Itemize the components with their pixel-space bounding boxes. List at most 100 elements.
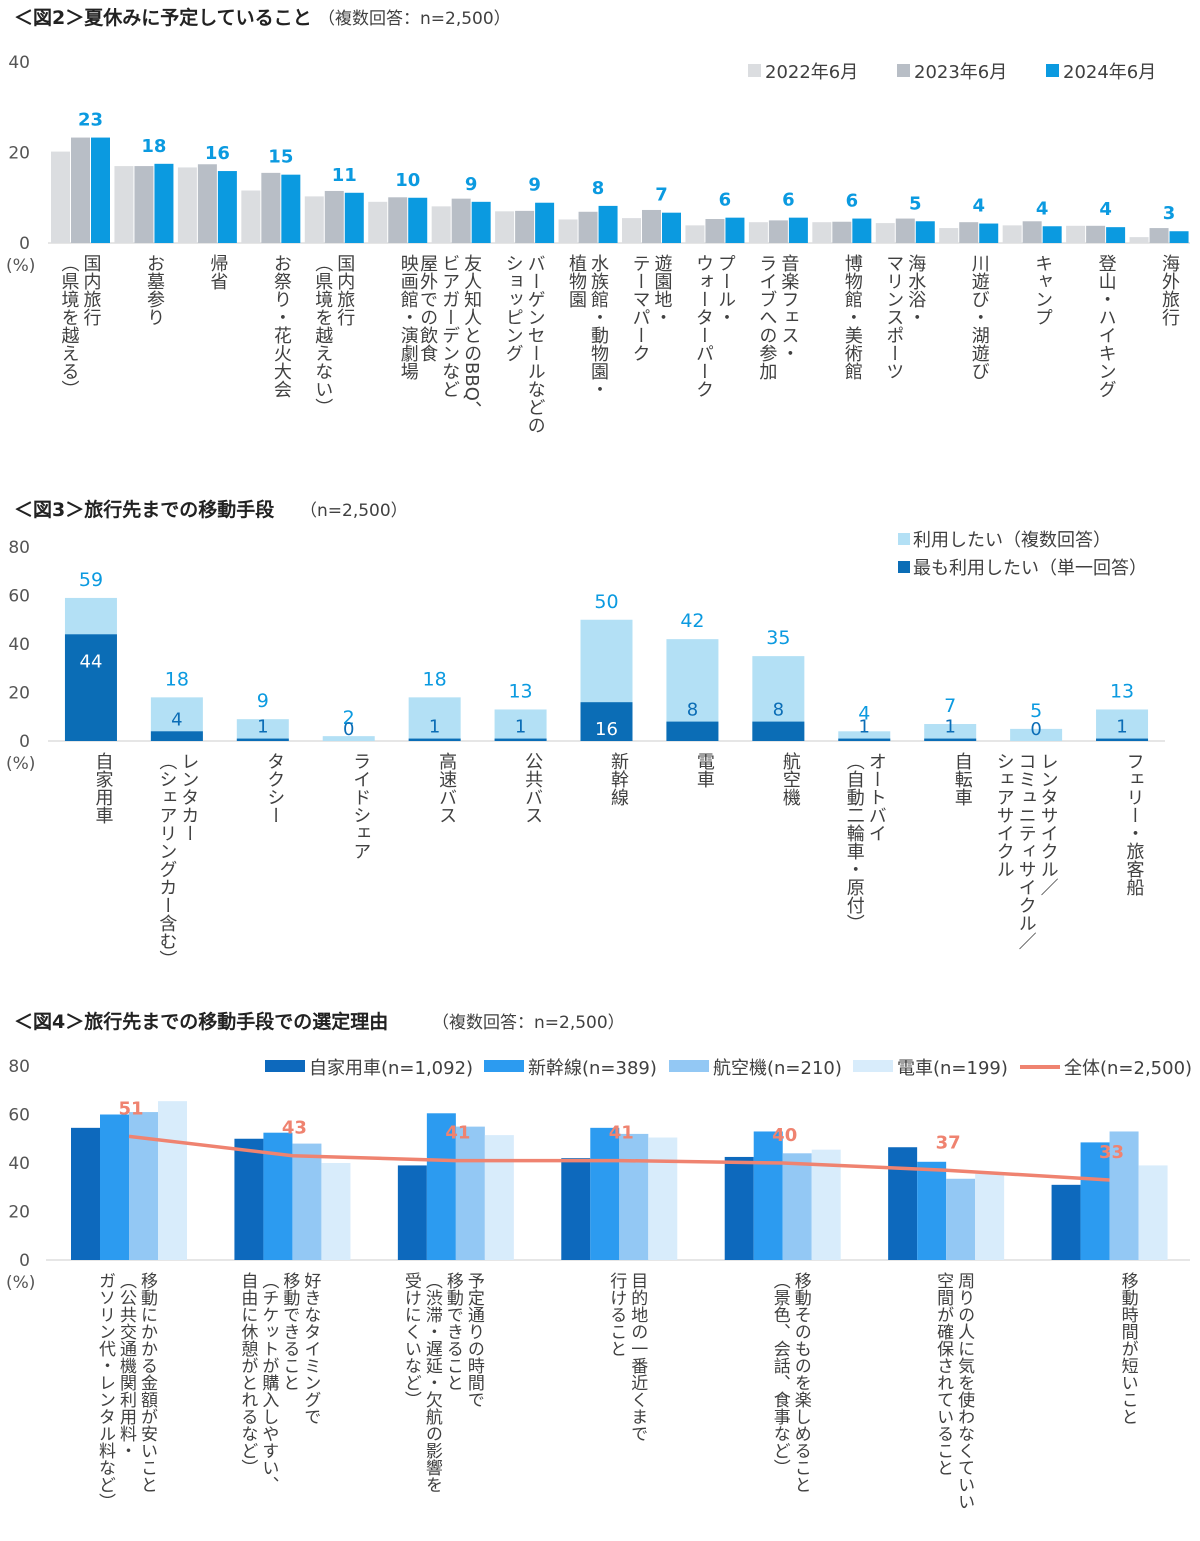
fig3-bar-want [408, 697, 461, 741]
fig3-category-label-line: 電車 [694, 752, 715, 788]
fig2-category-label-line: 音楽フェス・ [778, 254, 799, 362]
fig4-bar-shinkansen [917, 1161, 947, 1260]
fig4-legend-plane: 航空機(n=210) [713, 1058, 842, 1079]
fig2-category-label: 国内旅行（県境を越える） [59, 254, 102, 398]
fig3-bar-most [494, 738, 547, 741]
fig4-y-tick: 80 [8, 1057, 30, 1077]
fig2-bar-2023 [451, 198, 471, 243]
fig2-bar-2022 [304, 196, 324, 243]
fig2-category-label: 国内旅行（県境を越えない） [312, 254, 355, 416]
fig4-bar-car [724, 1156, 754, 1260]
fig2-category-label: プール・ウォーターパーク [693, 254, 736, 398]
fig3-category-label: フェリー・旅客船 [1124, 752, 1145, 896]
fig2-plot: 02040(%)23国内旅行（県境を越える）18お墓参り16帰省15お祭り・花火… [6, 53, 1190, 434]
fig4-category-label: 移動時間が短いこと [1118, 1272, 1139, 1425]
fig4-bar-car [71, 1127, 100, 1260]
fig2-bar-2022 [114, 166, 134, 243]
fig3-title: ＜図3＞旅行先までの移動手段 [14, 498, 275, 521]
fig2-bar-2023 [261, 172, 281, 243]
fig2-bar-2022 [558, 219, 578, 243]
fig2-bar-2023 [388, 197, 408, 243]
fig2-data-label: 16 [205, 143, 230, 164]
fig2-data-label: 11 [332, 165, 357, 186]
fig4-category-label-line: （渋滞・遅延・欠航の影響を [422, 1272, 443, 1493]
fig3-category-label: 自転車 [952, 752, 973, 806]
fig2-bar-2023 [642, 209, 661, 243]
fig4-overall-label: 51 [118, 1098, 143, 1119]
fig3-bar-want [1096, 709, 1149, 741]
fig3-label-most: 8 [687, 700, 698, 721]
fig4-bar-train [321, 1163, 351, 1260]
fig2-category-label-line: 国内旅行 [81, 254, 102, 326]
fig2-bar-2022 [51, 151, 70, 243]
fig2-bar-2024 [598, 205, 618, 243]
fig2-category-label-line: ライブへの参加 [756, 254, 777, 380]
fig2-category-label-line: 水族館・動物園・ [588, 254, 609, 398]
fig4-bar-shinkansen [590, 1127, 620, 1260]
fig4-legend-train: 電車(n=199) [897, 1058, 1008, 1079]
fig2-category-label-line: 登山・ハイキング [1096, 254, 1117, 398]
fig2-bar-2022 [622, 218, 641, 243]
fig3-category-label-line: 自転車 [952, 752, 973, 806]
fig4-category-label-line: 移動そのものを楽しめること [791, 1272, 812, 1493]
fig4-bar-train [158, 1101, 187, 1260]
fig4-y-tick: 0 [19, 1251, 30, 1271]
fig2-category-label-line: お祭り・花火大会 [271, 254, 292, 398]
fig4-category-label-line: 移動にかかる金額が安いこと [137, 1272, 158, 1493]
fig2-data-label: 9 [528, 175, 541, 196]
fig2-legend-2023: 2023年6月 [914, 62, 1007, 83]
fig3-category-label: 新幹線 [608, 752, 629, 806]
fig2-category-label-line: キャンプ [1032, 254, 1053, 326]
fig2-bar-2022 [875, 223, 895, 243]
fig2-category-label-line: マリンスポーツ [883, 254, 904, 380]
fig3-category-label-line: 航空機 [780, 752, 801, 807]
fig3-category-label-line: （自動二輪車・原付） [844, 752, 865, 932]
fig2-bar-2024 [979, 223, 999, 243]
fig2-bar-2024 [1042, 226, 1062, 243]
fig4-bar-car [397, 1165, 427, 1260]
fig4-bar-plane [1109, 1131, 1139, 1260]
fig3-label-want: 2 [343, 707, 355, 729]
fig3-legend-want-swatch [898, 533, 910, 545]
fig3-label-want: 42 [680, 610, 704, 632]
fig2-legend-2022: 2022年6月 [765, 62, 858, 83]
fig2-bar-2023 [197, 164, 217, 243]
fig3-bar-most [838, 738, 891, 741]
fig3-label-want: 9 [257, 690, 269, 712]
fig3-bar-want [838, 731, 891, 741]
fig2-subtitle: （複数回答：n=2,500） [318, 9, 511, 29]
fig3-category-label: ライドシェア [350, 752, 371, 860]
fig2-category-label-line: ウォーターパーク [693, 254, 714, 398]
fig2-legend-2024-swatch [1046, 64, 1059, 77]
fig2-category-label: お墓参り [144, 254, 165, 326]
fig4-category-label-line: （チケットが購入しやすい、 [258, 1272, 279, 1493]
fig2-legend-2023-swatch [897, 64, 910, 77]
fig4-legend-train-swatch [853, 1060, 893, 1072]
fig2-bar-2023 [1086, 225, 1106, 243]
fig4-bar-plane [946, 1178, 976, 1260]
fig2-bar-2024 [471, 201, 491, 243]
fig2-data-label: 8 [592, 178, 605, 199]
fig4-y-tick: 20 [8, 1203, 30, 1223]
fig4-category-label-line: 行けること [606, 1272, 627, 1357]
fig4-overall-line [128, 1134, 1110, 1182]
fig4-legend-car-swatch [265, 1060, 305, 1072]
fig3-bar-most [1096, 738, 1149, 741]
fig3-bar-most [924, 738, 977, 741]
fig2-category-label: 登山・ハイキング [1096, 254, 1117, 398]
fig3-category-label: レンタカー（シェアリングカー含む） [156, 752, 199, 968]
fig2-y-unit: (%) [6, 256, 35, 276]
fig2-data-label: 15 [268, 147, 293, 168]
fig2-bar-2024 [154, 163, 174, 243]
fig2-bar-2022 [748, 222, 768, 243]
fig2-bar-2022 [177, 167, 197, 243]
fig3-label-most: 1 [859, 717, 870, 738]
fig4-legend-car: 自家用車(n=1,092) [309, 1058, 473, 1079]
fig3-y-tick: 40 [8, 635, 30, 655]
fig3-label-most: 0 [343, 719, 354, 740]
fig2-bar-2022 [1002, 225, 1022, 243]
fig3-bar-want [494, 709, 547, 741]
